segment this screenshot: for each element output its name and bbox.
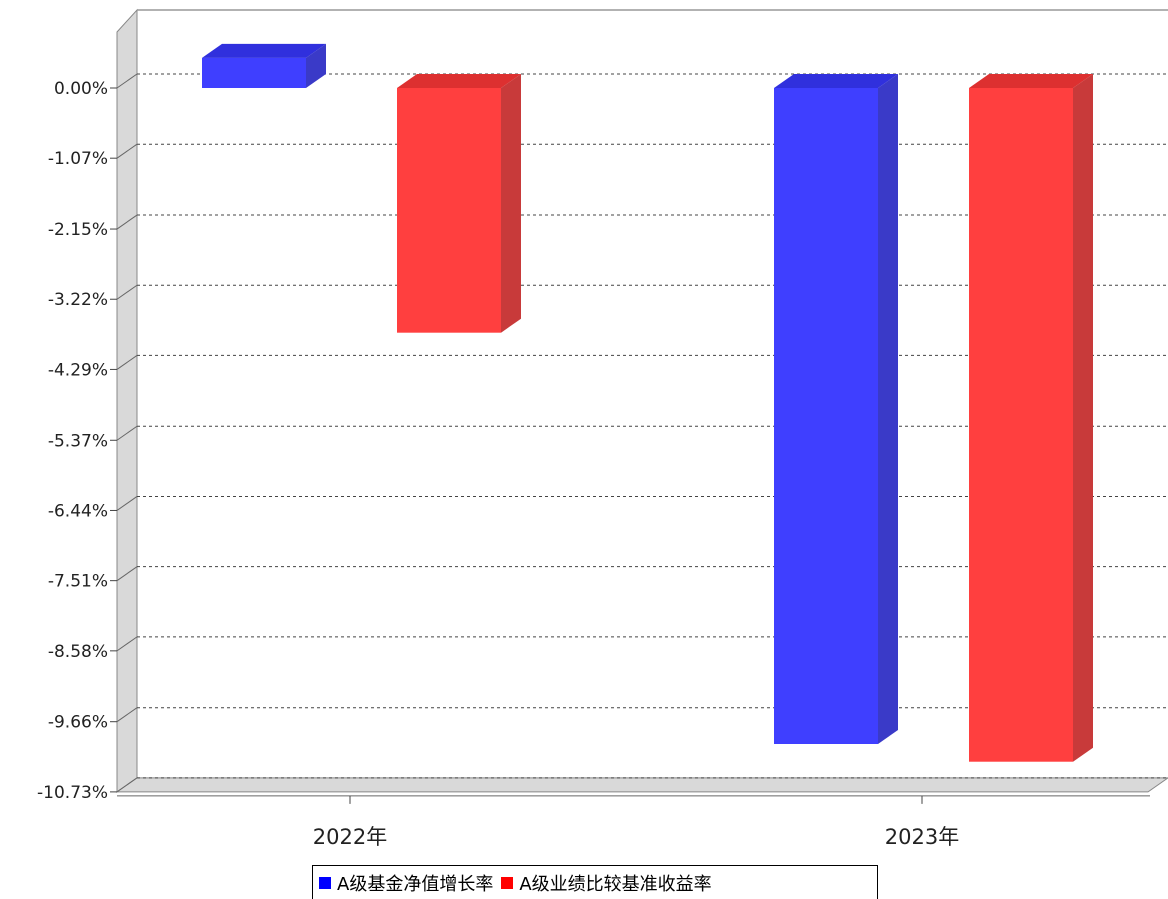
gridline-wall [116,777,138,793]
left-wall [116,8,138,793]
bar-nav-growth-1 [774,74,898,744]
gridline-wall [116,566,138,582]
bar-front [774,88,878,744]
legend: A级基金净值增长率 A级业绩比较基准收益率 [312,865,878,899]
bar-side [1073,74,1093,762]
x-tick-label: 2023年 [885,825,959,849]
y-tick-label: -7.51% [48,572,108,592]
gridline-wall [116,143,138,159]
y-tick-label: -2.15% [48,220,108,240]
bar-side [501,74,521,333]
x-tick-label: 2022年 [313,825,387,849]
gridline-wall [116,636,138,652]
y-axis: 0.00% -1.07% -2.15% -3.22% -4.29% -5.37% -6.44… [37,79,117,803]
gridline-wall [116,284,138,300]
y-tick-label: 0.00% [54,79,108,99]
floor [115,777,1168,793]
gridline-wall [116,214,138,230]
x-axis: 2022年 2023年 [117,795,1150,849]
legend-label-benchmark: A级业绩比较基准收益率 [519,873,712,895]
bar-top [774,74,898,88]
y-tick-label: -9.66% [48,713,108,733]
gridline-wall [116,496,138,511]
bars [202,43,1093,762]
y-tick-label: -6.44% [48,501,108,521]
legend-swatch-blue [319,876,331,889]
bar-benchmark-0 [397,74,521,333]
y-tick-label: -5.37% [48,431,108,451]
y-tick-label: -4.29% [48,360,108,380]
legend-swatch-red [501,876,514,889]
gridline-wall [116,707,138,723]
bar-benchmark-1 [969,74,1093,762]
gridline-wall [116,355,138,370]
y-tick-label: -3.22% [48,290,108,310]
legend-label-nav-growth: A级基金净值增长率 [337,873,494,895]
bar-front [202,57,306,88]
y-tick-label: -8.58% [48,642,108,662]
bar-top [969,74,1093,88]
bar-side [306,43,326,88]
legend-item-nav-growth: A级基金净值增长率 [319,870,493,896]
bar-front [397,88,501,333]
bar-front [969,88,1073,762]
bar-top [202,43,326,58]
bar-nav-growth-0 [202,43,326,88]
gridline-wall [116,425,138,441]
gridline-wall [116,73,138,89]
y-tick-label: -1.07% [48,149,108,169]
bar-side [878,74,898,744]
bar-top [397,74,521,88]
y-tick-label: -10.73% [37,783,108,803]
legend-item-benchmark: A级业绩比较基准收益率 [501,870,712,896]
